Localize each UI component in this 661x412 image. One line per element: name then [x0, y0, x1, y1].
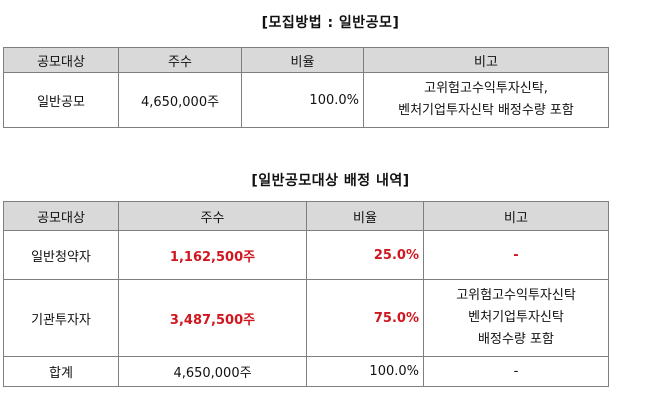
- cell-shares: 4,650,000주: [118, 356, 307, 387]
- header-ratio: 비율: [306, 201, 424, 231]
- note-line: 벤처기업투자신탁: [468, 310, 564, 325]
- note-line: 고위험고수익투자신탁,: [424, 81, 548, 96]
- header-target: 공모대상: [3, 47, 119, 73]
- note-line: 벤처기업투자신탁 배정수량 포함: [398, 103, 574, 118]
- cell-shares: 3,487,500주: [118, 279, 307, 357]
- header-shares: 주수: [118, 47, 242, 73]
- note-line: 배정수량 포함: [478, 332, 554, 347]
- recruitment-table: 공모대상 주수 비율 비고 일반공모 4,650,000주 100.0% 고위험…: [3, 47, 609, 128]
- section-title-allocation-details: [일반공모대상 배정 내역]: [251, 173, 410, 189]
- header-ratio: 비율: [241, 47, 364, 73]
- header-shares: 주수: [118, 201, 307, 231]
- header-note: 비고: [423, 201, 609, 231]
- allocation-table: 공모대상 주수 비율 비고 일반청약자 1,162,500주 25.0% - 기…: [3, 201, 609, 387]
- header-note: 비고: [363, 47, 609, 73]
- cell-target: 합계: [3, 356, 119, 387]
- table-row: 일반공모 4,650,000주 100.0% 고위험고수익투자신탁, 벤처기업투…: [3, 72, 609, 128]
- header-target: 공모대상: [3, 201, 119, 231]
- section-title-recruitment-method: [모집방법 : 일반공모]: [261, 15, 400, 31]
- table-row: 기관투자자 3,487,500주 75.0% 고위험고수익투자신탁 벤처기업투자…: [3, 279, 609, 357]
- cell-note: 고위험고수익투자신탁 벤처기업투자신탁 배정수량 포함: [423, 279, 609, 357]
- cell-note: -: [423, 356, 609, 387]
- cell-ratio: 25.0%: [306, 230, 424, 280]
- cell-shares: 1,162,500주: [118, 230, 307, 280]
- note-line: 고위험고수익투자신탁: [456, 288, 576, 303]
- table-header-row: 공모대상 주수 비율 비고: [3, 201, 609, 231]
- cell-target: 일반공모: [3, 72, 119, 128]
- table-header-row: 공모대상 주수 비율 비고: [3, 47, 609, 73]
- cell-target: 일반청약자: [3, 230, 119, 280]
- cell-note: -: [423, 230, 609, 280]
- table-row-total: 합계 4,650,000주 100.0% -: [3, 356, 609, 387]
- cell-note: 고위험고수익투자신탁, 벤처기업투자신탁 배정수량 포함: [363, 72, 609, 128]
- cell-ratio: 100.0%: [306, 356, 424, 387]
- cell-ratio: 100.0%: [241, 72, 364, 128]
- table-row: 일반청약자 1,162,500주 25.0% -: [3, 230, 609, 280]
- cell-ratio: 75.0%: [306, 279, 424, 357]
- cell-target: 기관투자자: [3, 279, 119, 357]
- cell-shares: 4,650,000주: [118, 72, 242, 128]
